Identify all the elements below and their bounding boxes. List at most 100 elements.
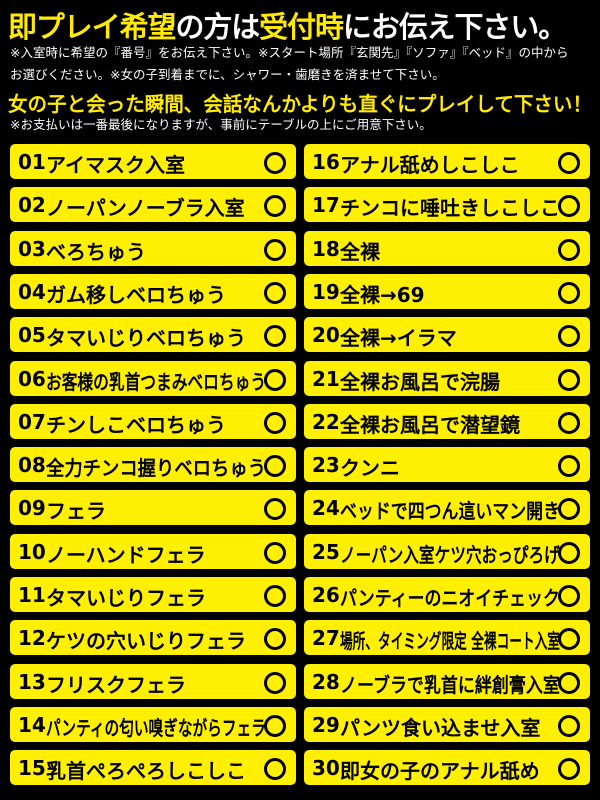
item-label: 場所、タイミング限定 全裸コート入室 (340, 629, 560, 654)
item-label: 全裸 (340, 239, 380, 264)
check-circle (264, 455, 286, 478)
check-circle (264, 541, 286, 564)
item-label: タマいじりフェラ (46, 586, 206, 610)
item-number: 05 (18, 323, 46, 348)
payment-note: ※お支払いは一番最後になりますが、事前にテーブルの上にご用意下さい。 (10, 117, 432, 132)
menu-item: 27 場所、タイミング限定 全裸コート入室 (304, 620, 590, 656)
menu-item: 24 ベッドで四つん這いマン開き (304, 490, 590, 526)
menu-item: 16 アナル舐めしこしこ (304, 144, 590, 179)
menu-item: 10 ノーハンドフェラ (10, 533, 296, 569)
item-number: 17 (312, 193, 340, 218)
check-circle (264, 238, 286, 261)
item-label: パンツ食い込ませ入室 (340, 715, 541, 740)
check-circle (558, 758, 580, 781)
menu-item: 23 クンニ (304, 447, 590, 483)
item-number: 28 (312, 669, 340, 694)
item-number: 04 (18, 279, 46, 304)
item-number: 18 (312, 236, 340, 261)
menu-item: 29 パンツ食い込ませ入室 (304, 706, 590, 742)
item-label: べろちゅう (46, 239, 146, 264)
note: ※入室時に希望の『番号』をお伝え下さい。※スタート場所『玄関先』『ソファ』『ベッ… (10, 45, 569, 60)
menu-item: 17 チンコに唾吐きしこしこ (304, 187, 590, 223)
item-number: 30 (312, 756, 340, 781)
item-number: 25 (312, 539, 340, 564)
item-number: 15 (18, 756, 46, 781)
menu-item: 08 全力チンコ握りベロちゅう (10, 447, 296, 483)
item-number: 20 (312, 323, 340, 348)
menu-item: 20 全裸→イラマ (304, 317, 590, 353)
item-label: 即女の子のアナル舐め (340, 759, 540, 784)
item-label: タマいじりベロちゅう (46, 326, 246, 351)
item-number: 24 (312, 496, 340, 521)
item-label: 乳首ぺろぺろしこしこ (46, 759, 246, 784)
item-label: クンニ (340, 456, 400, 481)
check-circle (558, 281, 580, 304)
menu-item: 05 タマいじりベロちゅう (10, 317, 296, 353)
check-circle (264, 411, 286, 434)
item-number: 06 (18, 366, 46, 391)
title: 即プレイ希望の方は受付時にお伝え下さい。 (8, 4, 596, 46)
item-number: 12 (18, 626, 46, 651)
item-number: 27 (312, 626, 340, 651)
menu-item: 07 チンしこベロちゅう (10, 403, 296, 439)
check-circle (558, 498, 580, 521)
item-label: パンティーのニオイチェック (340, 586, 560, 610)
check-circle (264, 325, 286, 348)
item-number: 11 (18, 583, 46, 607)
item-number: 08 (18, 453, 46, 478)
check-circle (558, 411, 580, 434)
check-circle (264, 585, 286, 607)
menu-item: 04 ガム移しベロちゅう (10, 273, 296, 309)
menu-item: 09 フェラ (10, 490, 296, 526)
item-number: 22 (312, 409, 340, 434)
title-part: 即プレイ希望 (8, 10, 176, 44)
check-circle (264, 714, 286, 737)
check-circle (558, 238, 580, 261)
menu-item: 19 全裸→69 (304, 273, 590, 309)
check-circle (558, 585, 580, 607)
menu-item: 28 ノーブラで乳首に絆創膏入室 (304, 663, 590, 699)
item-label: 全裸お風呂で浣腸 (340, 369, 500, 394)
check-circle (264, 628, 286, 651)
emphasis: 女の子と会った瞬間、会話なんかよりも直ぐにプレイして下さい！ (8, 92, 592, 116)
item-label: フリスクフェラ (46, 672, 186, 697)
item-number: 13 (18, 669, 46, 694)
check-circle (264, 368, 286, 391)
item-number: 01 (18, 150, 46, 174)
menu-item: 01 アイマスク入室 (10, 144, 296, 179)
item-label: 全裸→イラマ (340, 326, 457, 351)
menu-item: 30 即女の子のアナル舐め (304, 750, 590, 786)
check-circle (558, 671, 580, 694)
title-part: にお伝え下さい。 (342, 10, 567, 44)
menu-item: 03 べろちゅう (10, 230, 296, 266)
item-label: チンコに唾吐きしこしこ (340, 196, 560, 221)
menu-item: 21 全裸お風呂で浣腸 (304, 360, 590, 396)
menu-item: 02 ノーパンノーブラ入室 (10, 187, 296, 223)
item-number: 14 (18, 712, 46, 737)
item-number: 29 (312, 712, 340, 737)
item-label: フェラ (46, 499, 106, 524)
check-circle (558, 152, 580, 174)
item-number: 07 (18, 409, 46, 434)
check-circle (558, 628, 580, 651)
item-label: 全裸お風呂で潜望鏡 (340, 412, 520, 437)
check-circle (558, 195, 580, 218)
item-label: ベッドで四つん這いマン開き (340, 499, 560, 524)
item-label: アナル舐めしこしこ (340, 153, 520, 177)
check-circle (264, 195, 286, 218)
check-circle (264, 498, 286, 521)
check-circle (264, 281, 286, 304)
item-number: 19 (312, 279, 340, 304)
item-label: ノーハンドフェラ (46, 542, 206, 567)
menu-item: 06 お客様の乳首つまみベロちゅう (10, 360, 296, 396)
check-circle (264, 152, 286, 174)
item-number: 02 (18, 193, 46, 218)
menu-item: 11 タマいじりフェラ (10, 577, 296, 612)
menu-item: 14 パンティの匂い嗅ぎながらフェラ (10, 706, 296, 742)
item-label: ガム移しベロちゅう (46, 282, 226, 307)
item-number: 16 (312, 150, 340, 174)
item-label: 全裸→69 (340, 282, 425, 307)
check-circle (558, 714, 580, 737)
item-label: チンしこベロちゅう (46, 412, 226, 437)
